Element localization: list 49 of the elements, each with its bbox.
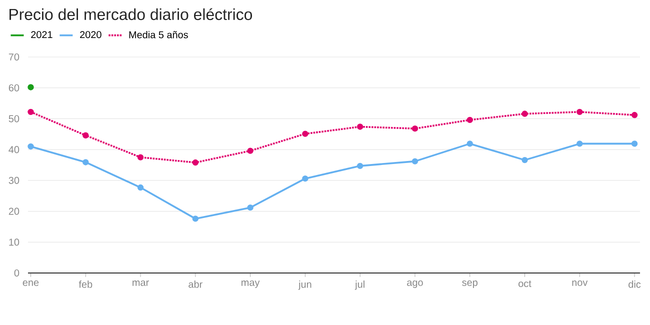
point: [466, 140, 473, 147]
point: [631, 112, 638, 118]
y-tick-label: 60: [8, 84, 20, 92]
point: [631, 140, 638, 147]
legend-label: 2021: [31, 31, 52, 38]
point: [522, 156, 528, 164]
y-tick-label: 40: [8, 146, 20, 154]
point: [466, 116, 473, 124]
point: [137, 184, 144, 191]
point: [302, 175, 308, 182]
point: [412, 158, 418, 164]
point: [82, 159, 89, 166]
legend-label: Media 5 años: [129, 30, 188, 38]
chart-title: Precio del mercado diario eléctrico: [10, 8, 252, 20]
x-tick-label: ago: [407, 280, 423, 288]
x-tick-label: dic: [628, 280, 641, 288]
point: [412, 125, 418, 132]
x-tick-label: ene: [22, 280, 39, 286]
y-tick-label: 70: [8, 53, 20, 61]
x-tick-label: jul: [354, 280, 364, 290]
point: [28, 143, 34, 150]
point: [522, 110, 528, 117]
point: [247, 204, 254, 211]
x-tick-label: nov: [572, 280, 588, 286]
x-tick-label: abr: [188, 280, 202, 288]
x-tick-label: may: [242, 280, 260, 288]
x-tick-label: mar: [132, 280, 149, 286]
point: [576, 108, 583, 116]
point: [247, 148, 254, 154]
point: [137, 154, 144, 160]
point: [192, 216, 199, 222]
point: [576, 140, 583, 147]
y-tick-label: 20: [8, 208, 20, 215]
y-tick-label: 30: [8, 176, 20, 184]
point: [28, 108, 34, 116]
legend-label: 2020: [80, 31, 102, 38]
point: [28, 84, 34, 90]
point: [192, 159, 199, 166]
x-tick-label: jun: [298, 280, 312, 290]
x-tick-label: sep: [462, 280, 478, 288]
point: [82, 132, 89, 138]
y-tick-label: 50: [8, 115, 20, 122]
point: [356, 162, 364, 170]
x-tick-label: feb: [78, 280, 92, 288]
point: [302, 130, 308, 137]
y-tick-label: 0: [14, 269, 20, 277]
y-tick-label: 10: [9, 238, 20, 246]
point: [356, 124, 364, 130]
x-tick-label: oct: [518, 280, 532, 288]
